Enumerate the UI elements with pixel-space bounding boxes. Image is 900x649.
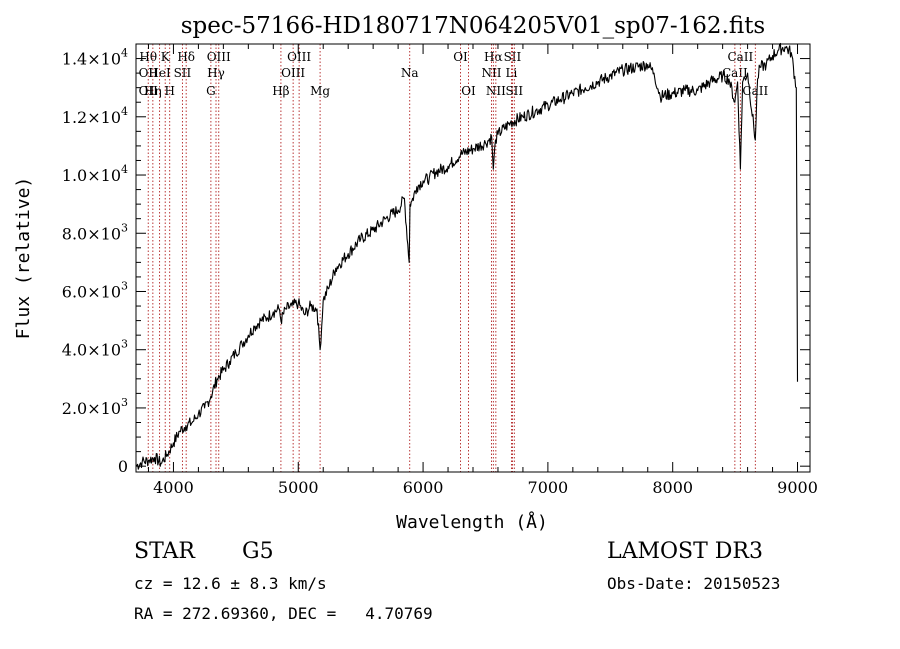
line-marker-label: OI [453,50,468,64]
line-marker-label: CaII [727,50,753,64]
x-tick-label: 8000 [652,478,693,497]
line-marker-label: Hθ [139,50,157,64]
spectrum-series-line [136,43,798,469]
line-marker-label: Hα [484,50,503,64]
y-tick-label: 6.0×103 [62,279,128,301]
axis-ticks: 4000 5000 6000 7000 8000 900002.0×1034.0×1036… [62,44,818,497]
line-marker-label: Na [401,66,419,80]
line-marker-label: Li [506,66,518,80]
y-axis-label: Flux (relative) [13,177,34,340]
y-tick-mantissa: 4.0×10 [62,341,121,360]
line-marker-label: OIII [281,66,305,80]
y-tick-mantissa: 2.0×10 [62,399,121,418]
x-axis-label: Wavelength (Å) [396,511,548,533]
x-tick-label: 6000 [403,478,444,497]
line-marker-label: Hβ [272,84,289,98]
line-marker-label: SII [505,84,523,98]
line-marker-label: CaII [742,84,768,98]
line-marker-label: G [206,84,216,98]
plot-frame [136,44,810,472]
chart-title: spec-57166-HD180717N064205V01_sp07-162.f… [181,13,766,39]
y-tick-label: 2.0×103 [62,396,128,418]
y-tick-mantissa: 1.0×10 [62,166,121,185]
y-tick-mantissa: 8.0×10 [62,224,121,243]
line-marker-label: Hδ [177,50,195,64]
line-marker-label: HeI [148,66,171,80]
line-marker-label: H [164,84,174,98]
spectrum-chart: spec-57166-HD180717N064205V01_sp07-162.f… [0,0,900,540]
y-tick-exponent: 3 [121,396,128,409]
line-marker-label: Hγ [207,66,225,80]
y-tick-exponent: 3 [121,338,128,351]
survey-name: LAMOST DR3 [607,539,763,564]
x-tick-label: 9000 [777,478,818,497]
y-tick-mantissa: 0 [118,457,128,476]
line-markers: HθOIIOIIHηHeIKHSIIHδGHγOIIIHβOIIIOIIIMgN… [139,44,769,472]
line-marker-label: Hη [144,84,162,98]
x-tick-label: 4000 [153,478,194,497]
y-tick-label: 1.0×104 [62,163,128,185]
y-tick-label: 0 [118,457,128,476]
y-tick-exponent: 3 [121,221,128,234]
y-tick-mantissa: 1.4×10 [62,50,121,69]
line-marker-label: NII [481,66,501,80]
y-tick-exponent: 4 [121,105,128,118]
line-marker-label: NII [486,84,506,98]
y-tick-label: 1.4×104 [62,47,128,69]
line-marker-label: Mg [310,84,330,98]
line-marker-label: SII [174,66,192,80]
line-marker-label: OIII [207,50,231,64]
object-class: STAR [134,539,195,564]
y-tick-mantissa: 1.2×10 [62,108,121,127]
line-marker-label: SII [504,50,522,64]
object-subclass: G5 [242,539,274,564]
line-marker-label: OIII [287,50,311,64]
y-tick-exponent: 4 [121,47,128,60]
y-tick-exponent: 4 [121,163,128,176]
x-tick-label: 7000 [528,478,569,497]
ra-dec-coordinates: RA = 272.69360, DEC = 4.70769 [134,604,433,623]
x-tick-label: 5000 [278,478,319,497]
y-tick-label: 4.0×103 [62,338,128,360]
redshift-cz: cz = 12.6 ± 8.3 km/s [134,574,327,593]
y-tick-label: 1.2×104 [62,105,128,127]
line-marker-label: K [161,50,171,64]
y-tick-mantissa: 6.0×10 [62,282,121,301]
observation-date: Obs-Date: 20150523 [607,574,780,593]
line-marker-label: OI [461,84,476,98]
y-tick-label: 8.0×103 [62,221,128,243]
y-tick-exponent: 3 [121,279,128,292]
